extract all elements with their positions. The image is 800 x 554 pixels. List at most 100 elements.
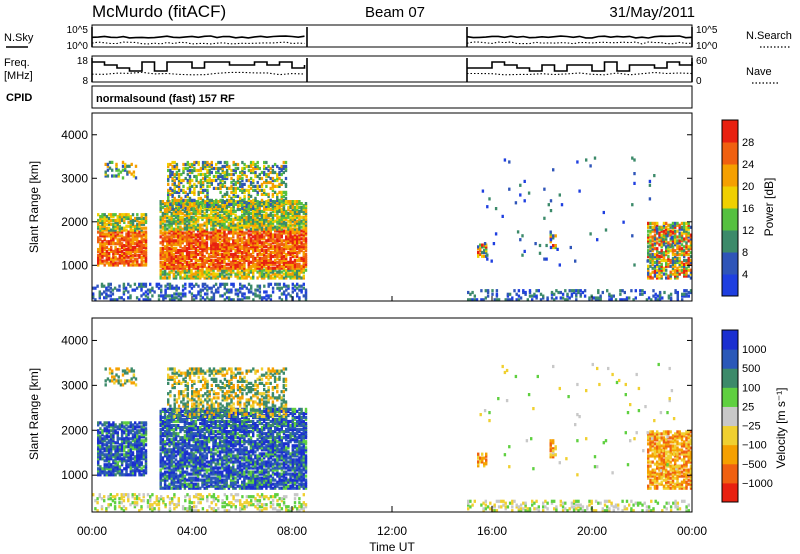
heatmap-cell: [291, 245, 294, 249]
heatmap-cell: [662, 229, 666, 233]
heatmap-cell: [112, 249, 115, 253]
heatmap-cell: [485, 250, 488, 255]
heatmap-cell: [223, 233, 226, 237]
heatmap-cell: [106, 168, 110, 172]
heatmap-cell: [486, 294, 490, 298]
heatmap-cell: [230, 288, 233, 292]
heatmap-cell: [99, 447, 102, 451]
heatmap-cell: [300, 202, 303, 206]
heatmap-cell: [138, 449, 141, 453]
heatmap-cell: [282, 221, 286, 225]
heatmap-cell: [238, 239, 242, 243]
heatmap-cell: [685, 272, 688, 276]
heatmap-cell: [634, 289, 637, 293]
heatmap-cell: [196, 202, 200, 206]
heatmap-cell: [477, 254, 480, 258]
heatmap-cell: [159, 432, 162, 436]
heatmap-cell: [134, 455, 137, 459]
heatmap-cell: [665, 229, 668, 233]
heatmap-cell: [210, 268, 213, 272]
heatmap-cell: [131, 463, 135, 467]
heatmap-cell: [120, 453, 124, 457]
heatmap-cell: [134, 176, 138, 180]
heatmap-cell: [683, 292, 686, 296]
heatmap-cell: [296, 294, 299, 298]
heatmap-cell: [134, 433, 137, 437]
heatmap-cell: [216, 231, 220, 235]
heatmap-cell: [124, 168, 127, 172]
heatmap-cell: [243, 205, 246, 210]
heatmap-cell: [196, 245, 200, 249]
heatmap-cell: [685, 221, 688, 225]
heatmap-cell: [120, 249, 124, 253]
heatmap-cell: [172, 268, 176, 272]
heatmap-cell: [267, 172, 270, 177]
heatmap-cell: [114, 425, 117, 429]
heatmap-cell: [114, 451, 117, 455]
heatmap-cell: [110, 433, 113, 437]
heatmap-cell: [252, 251, 255, 255]
heatmap-cell: [170, 215, 173, 219]
heatmap-cell: [193, 192, 196, 196]
heatmap-cell: [513, 289, 516, 293]
heatmap-cell: [267, 294, 270, 298]
heatmap-cell: [669, 292, 673, 296]
heatmap-cell: [182, 190, 185, 194]
heatmap-cell: [134, 473, 137, 477]
heatmap-cell: [123, 459, 126, 463]
heatmap-cell: [227, 272, 231, 276]
heatmap-cell: [134, 242, 137, 246]
heatmap-cell: [159, 225, 162, 229]
heatmap-cell: [658, 296, 662, 300]
heatmap-cell: [136, 445, 139, 449]
heatmap-cell: [234, 225, 237, 229]
heatmap-cell: [127, 249, 130, 253]
heatmap-cell: [194, 274, 198, 278]
heatmap-cell: [196, 211, 200, 215]
heatmap-cell: [276, 266, 279, 270]
heatmap-cell: [201, 282, 205, 286]
heatmap-cell: [483, 254, 486, 258]
heatmap-cell: [166, 478, 169, 482]
heatmap-cell: [107, 451, 111, 455]
heatmap-cell: [125, 236, 128, 240]
heatmap-cell: [267, 221, 270, 225]
heatmap-cell: [289, 204, 292, 208]
heatmap-cell: [127, 234, 130, 238]
heatmap-cell: [227, 209, 231, 213]
heatmap-cell: [256, 160, 259, 165]
heatmap-cell: [110, 228, 113, 232]
heatmap-cell: [285, 298, 288, 302]
heatmap-cell: [131, 218, 135, 223]
heatmap-cell: [123, 263, 126, 267]
heatmap-cell: [98, 296, 101, 300]
heatmap-cell: [232, 247, 235, 251]
heatmap-cell: [159, 448, 162, 452]
heatmap-cell: [201, 262, 204, 266]
heatmap-cell: [263, 243, 266, 247]
heatmap-cell: [142, 421, 146, 425]
heatmap-cell: [232, 254, 235, 259]
heatmap-cell: [105, 441, 109, 445]
heatmap-cell: [120, 461, 124, 465]
heatmap-cell: [656, 262, 659, 266]
heatmap-cell: [105, 445, 109, 449]
heatmap-cell: [232, 168, 235, 173]
heatmap-cell: [583, 294, 587, 298]
heatmap-cell: [127, 259, 130, 263]
heatmap-cell: [172, 241, 176, 245]
heatmap-cell: [144, 421, 148, 425]
heatmap-cell: [112, 213, 115, 217]
heatmap-cell: [177, 194, 181, 198]
heatmap-cell: [276, 286, 279, 290]
heatmap-cell: [296, 227, 299, 231]
heatmap-cell: [228, 166, 231, 171]
heatmap-cell: [107, 228, 111, 232]
heatmap-cell: [138, 451, 141, 455]
heatmap-cell: [205, 247, 209, 251]
heatmap-cell: [218, 223, 222, 227]
heatmap-cell: [225, 227, 228, 231]
heatmap-cell: [304, 298, 308, 302]
heatmap-cell: [223, 235, 226, 239]
heatmap-cell: [284, 192, 288, 196]
